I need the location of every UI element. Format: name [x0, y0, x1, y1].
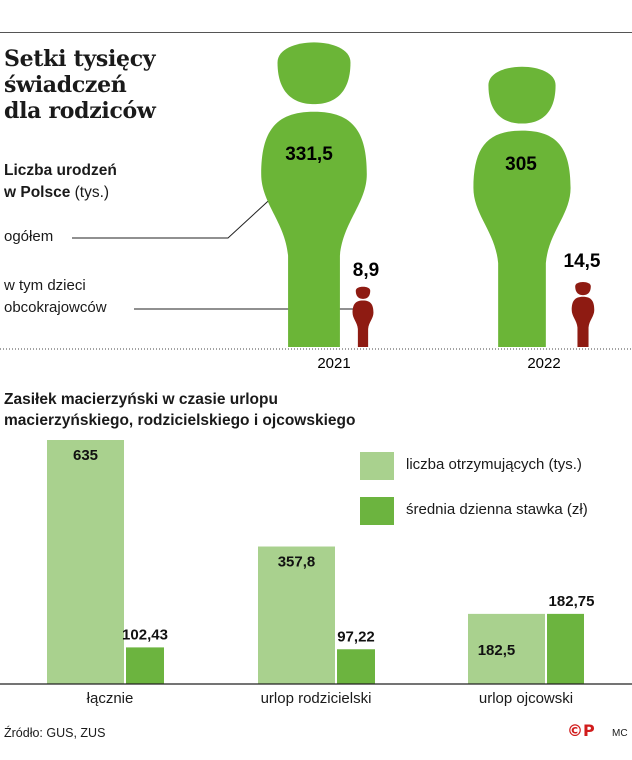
figure-foreign-2021-head — [355, 286, 371, 299]
label-total: ogółem — [4, 228, 54, 245]
bar-value-label: 97,22 — [337, 628, 375, 645]
title-line: świadczeń — [4, 72, 127, 98]
bar-value-label: 182,5 — [478, 642, 516, 659]
source-note: Źródło: GUS, ZUS — [4, 726, 106, 740]
bar-value-label: 635 — [73, 447, 98, 464]
year-label: 2021 — [317, 355, 350, 372]
figure-total-2021-body — [261, 111, 367, 347]
births-pictogram: 2021 2022 331,5 305 8,9 14,5 — [0, 42, 632, 372]
bar-chart-title: Zasiłek macierzyński w czasie urlopu mac… — [4, 389, 464, 431]
category-label: urlop ojcowski — [478, 690, 574, 707]
bar-daily-rate-0 — [126, 647, 164, 684]
bar-value-label: 182,75 — [549, 593, 595, 610]
figure-total-2021-head — [277, 42, 351, 105]
subtitle-unit: (tys.) — [70, 184, 110, 201]
legend-swatch-daily-rate — [360, 497, 394, 525]
author-credit: MC — [612, 728, 628, 739]
bar-daily-rate-1 — [337, 649, 375, 684]
title-line: Setki tysięcy — [4, 46, 156, 72]
bar-title-line: macierzyńskiego, rodzicielskiego i ojcow… — [4, 412, 356, 429]
title-line: dla rodziców — [4, 98, 156, 124]
bar-title-line: Zasiłek macierzyński w czasie urlopu — [4, 391, 278, 408]
value-label-total: 331,5 — [285, 144, 333, 165]
figure-foreign-2022-head — [575, 281, 591, 296]
bar-value-label: 357,8 — [278, 554, 316, 571]
births-subtitle: Liczba urodzeń w Polsce (tys.) — [4, 160, 224, 204]
bar-daily-rate-2 — [547, 613, 584, 684]
figure-foreign-2021-body — [352, 300, 374, 347]
legend-swatch-recipients — [360, 452, 394, 480]
label-foreign-line2: obcokrajowców — [4, 299, 107, 316]
value-label-foreign: 8,9 — [353, 260, 379, 281]
year-label: 2022 — [527, 355, 560, 372]
bar-recipients-0 — [47, 440, 124, 684]
category-label: łącznie — [86, 690, 134, 707]
figure-foreign-2022-body — [571, 296, 595, 347]
figure-total-2022-body — [473, 130, 571, 347]
bar-value-label: 102,43 — [122, 626, 168, 643]
value-label-foreign: 14,5 — [564, 251, 601, 272]
publisher-logo: ©P — [567, 721, 595, 740]
subtitle-bold: w Polsce — [4, 184, 71, 201]
figure-total-2022-head — [488, 66, 556, 124]
top-rule — [0, 32, 632, 33]
bar-recipients-2 — [468, 613, 545, 684]
legend-label-daily-rate: średnia dzienna stawka (zł) — [406, 501, 588, 518]
category-label: urlop rodzicielski — [260, 690, 372, 707]
bar-recipients-1 — [258, 546, 335, 684]
label-foreign-line1: w tym dzieci — [4, 277, 86, 294]
chart-title: Setki tysięcy świadczeń dla rodziców — [4, 46, 224, 124]
legend-label-recipients: liczba otrzymujących (tys.) — [406, 456, 582, 473]
subtitle-bold: Liczba urodzeń — [4, 162, 117, 179]
value-label-total: 305 — [505, 154, 537, 175]
